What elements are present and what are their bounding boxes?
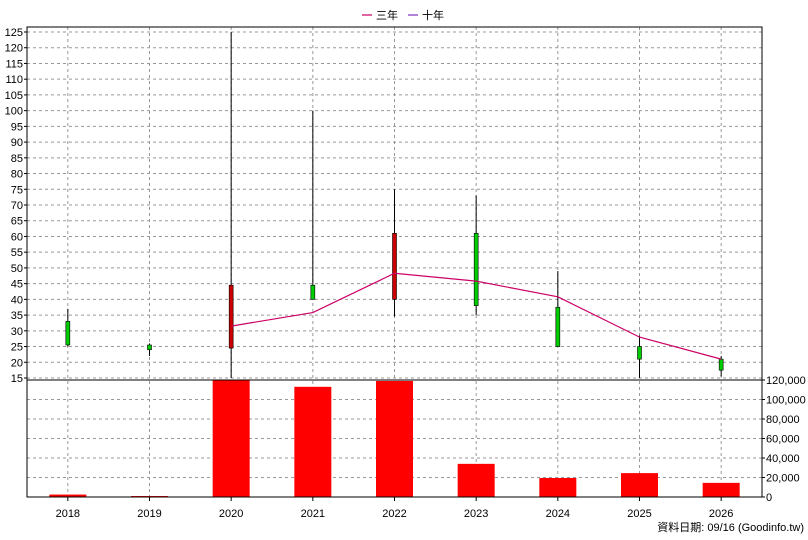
x-axis: 2018 2019 2020 2021 2022 2023 2024 2025 2026 (56, 497, 733, 520)
volume-bar (539, 477, 577, 497)
volume-bars (49, 380, 740, 497)
price-tick-label: 25 (11, 342, 23, 354)
price-tick-label: 70 (11, 200, 23, 212)
legend-label-three-year: 三年 (376, 8, 398, 22)
candle-body (637, 346, 642, 360)
price-tick-label: 40 (11, 294, 23, 306)
price-tick-label: 20 (11, 357, 23, 369)
candle-body (718, 358, 724, 371)
volume-bar (457, 463, 495, 497)
volume-axis: 0 20,000 40,000 60,000 80,000 100,000 120,000 (762, 375, 806, 504)
price-tick-label: 85 (11, 153, 23, 165)
price-axis: 15 20 25 30 35 40 45 50 55 60 65 70 75 80 85 90 95 100 105… (5, 27, 27, 385)
x-tick-label: 2025 (627, 508, 651, 520)
series-line (231, 272, 722, 360)
price-tick-label: 35 (11, 310, 23, 322)
legend-label-ten-year: 十年 (422, 8, 444, 22)
volume-bar (702, 482, 740, 497)
price-tick-label: 15 (11, 373, 23, 385)
price-tick-label: 110 (5, 74, 23, 86)
price-tick-label: 100 (5, 106, 23, 118)
volume-bar (376, 380, 413, 497)
x-tick-label: 2019 (137, 508, 161, 520)
x-tick-label: 2024 (546, 508, 570, 520)
volume-bar (49, 494, 87, 497)
x-tick-label: 2021 (301, 508, 325, 520)
candle-body (65, 321, 71, 346)
candle-body (392, 233, 397, 300)
x-tick-label: 2018 (56, 508, 80, 520)
price-tick-label: 120 (5, 43, 23, 55)
candle-body (555, 306, 561, 347)
x-tick-label: 2022 (382, 508, 406, 520)
candle-body (310, 284, 316, 300)
volume-tick-label: 0 (766, 492, 772, 504)
candle-body (228, 284, 234, 349)
price-tick-label: 115 (5, 58, 23, 70)
price-tick-label: 30 (11, 326, 23, 338)
price-tick-label: 95 (11, 121, 23, 133)
price-tick-label: 65 (11, 216, 23, 228)
candle-body (147, 344, 152, 350)
price-tick-label: 45 (11, 279, 23, 291)
volume-tick-label: 20,000 (766, 473, 800, 485)
volume-bar (621, 473, 658, 497)
price-tick-label: 80 (11, 169, 23, 181)
price-tick-label: 50 (11, 263, 23, 275)
price-tick-label: 90 (11, 137, 23, 149)
x-tick-label: 2026 (709, 508, 733, 520)
volume-tick-label: 120,000 (766, 375, 806, 387)
candle-body (473, 233, 479, 306)
candlesticks (65, 32, 724, 378)
volume-tick-label: 60,000 (766, 434, 800, 446)
source-note: 資料日期: 09/16 (Goodinfo.tw) (657, 520, 804, 534)
volume-bar (294, 386, 332, 497)
legend: 三年 十年 (362, 8, 444, 22)
price-tick-label: 125 (5, 27, 23, 39)
x-tick-label: 2023 (464, 508, 488, 520)
volume-tick-label: 80,000 (766, 414, 800, 426)
x-tick-label: 2020 (219, 508, 243, 520)
volume-tick-label: 40,000 (766, 453, 800, 465)
price-tick-label: 105 (5, 90, 23, 102)
price-tick-label: 75 (11, 184, 23, 196)
volume-tick-label: 100,000 (766, 395, 806, 407)
price-tick-label: 55 (11, 247, 23, 259)
plot-frame (26, 26, 763, 498)
price-tick-label: 60 (11, 231, 23, 243)
volume-bar (212, 380, 250, 497)
moving-average-lines (231, 272, 722, 360)
